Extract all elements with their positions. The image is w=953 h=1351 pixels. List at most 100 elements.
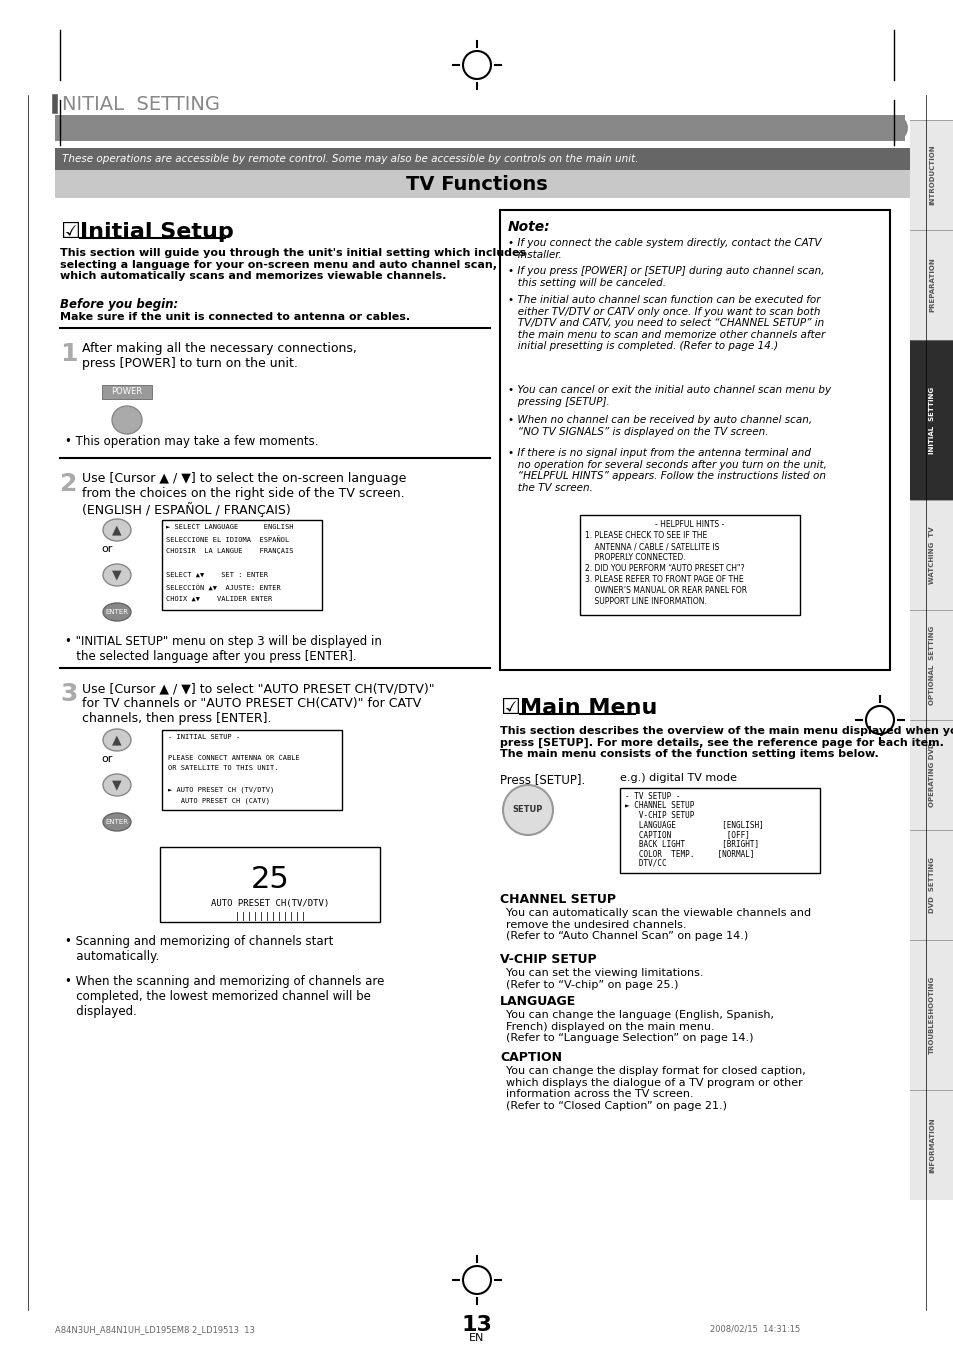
Text: INITIAL  SETTING: INITIAL SETTING [928, 386, 934, 454]
Text: 1: 1 [60, 342, 77, 366]
Text: |: | [241, 912, 244, 921]
Text: DTV/CC: DTV/CC [624, 858, 666, 867]
Text: You can change the display format for closed caption,
which displays the dialogu: You can change the display format for cl… [505, 1066, 805, 1111]
Text: 3. PLEASE REFER TO FRONT PAGE OF THE: 3. PLEASE REFER TO FRONT PAGE OF THE [584, 576, 742, 584]
Bar [909, 830, 953, 940]
Text: ► SELECT LANGUAGE      ENGLISH: ► SELECT LANGUAGE ENGLISH [166, 524, 294, 530]
Text: CAPTION            [OFF]: CAPTION [OFF] [624, 830, 749, 839]
Text: You can set the viewing limitations.
(Refer to “V-chip” on page 25.): You can set the viewing limitations. (Re… [505, 969, 702, 989]
Text: TV Functions: TV Functions [406, 174, 547, 193]
Text: INFORMATION: INFORMATION [928, 1117, 934, 1173]
Bar [909, 230, 953, 340]
Text: ☑: ☑ [60, 222, 80, 242]
Text: You can change the language (English, Spanish,
French) displayed on the main men: You can change the language (English, Sp… [505, 1011, 773, 1043]
Text: - TV SETUP -: - TV SETUP - [624, 792, 679, 801]
Text: ☑: ☑ [499, 698, 519, 717]
Text: Main Menu: Main Menu [519, 698, 657, 717]
Bar [55, 149, 909, 170]
Text: |: | [247, 912, 251, 921]
Text: You can automatically scan the viewable channels and
remove the undesired channe: You can automatically scan the viewable … [505, 908, 810, 942]
Text: 2. DID YOU PERFORM “AUTO PRESET CH”?: 2. DID YOU PERFORM “AUTO PRESET CH”? [584, 563, 744, 573]
Bar [499, 209, 889, 670]
Text: or: or [101, 754, 112, 765]
Text: EN: EN [469, 1333, 484, 1343]
Text: |: | [253, 912, 256, 921]
Text: POWER: POWER [112, 388, 142, 396]
Text: BACK LIGHT        [BRIGHT]: BACK LIGHT [BRIGHT] [624, 839, 759, 848]
Text: OWNER’S MANUAL OR REAR PANEL FOR: OWNER’S MANUAL OR REAR PANEL FOR [584, 586, 746, 594]
Text: |: | [290, 912, 293, 921]
Text: NITIAL  SETTING: NITIAL SETTING [62, 95, 220, 113]
Text: • When no channel can be received by auto channel scan,
   “NO TV SIGNALS” is di: • When no channel can be received by aut… [507, 415, 811, 436]
Circle shape [882, 115, 907, 141]
Ellipse shape [112, 407, 142, 434]
Text: Use [Cursor ▲ / ▼] to select "AUTO PRESET CH(TV/DTV)"
for TV channels or "AUTO P: Use [Cursor ▲ / ▼] to select "AUTO PRESE… [82, 682, 435, 725]
Text: ENTER: ENTER [106, 609, 129, 615]
Text: SELECCIONE EL IDIOMA  ESPAÑOL: SELECCIONE EL IDIOMA ESPAÑOL [166, 536, 289, 543]
Bar [909, 1090, 953, 1200]
Ellipse shape [103, 603, 131, 621]
Text: • The initial auto channel scan function can be executed for
   either TV/DTV or: • The initial auto channel scan function… [507, 295, 824, 351]
Text: ▲: ▲ [112, 734, 122, 747]
Text: PREPARATION: PREPARATION [928, 258, 934, 312]
Text: • When the scanning and memorizing of channels are
   completed, the lowest memo: • When the scanning and memorizing of ch… [65, 975, 384, 1019]
Bar [909, 500, 953, 611]
Ellipse shape [103, 813, 131, 831]
Text: • This operation may take a few moments.: • This operation may take a few moments. [65, 435, 318, 449]
Bar [909, 940, 953, 1090]
Text: TROUBLESHOOTING: TROUBLESHOOTING [928, 975, 934, 1054]
Text: 13: 13 [461, 1315, 492, 1335]
Text: OR SATELLITE TO THIS UNIT.: OR SATELLITE TO THIS UNIT. [168, 766, 278, 771]
Bar [909, 611, 953, 720]
Text: ▼: ▼ [112, 569, 122, 581]
Text: A84N3UH_A84N1UH_LD195EM8 2_LD19513  13: A84N3UH_A84N1UH_LD195EM8 2_LD19513 13 [55, 1325, 254, 1333]
Text: V-CHIP SETUP: V-CHIP SETUP [499, 952, 596, 966]
Text: These operations are accessible by remote control. Some may also be accessible b: These operations are accessible by remot… [62, 154, 638, 163]
Text: - INITIAL SETUP -: - INITIAL SETUP - [168, 734, 240, 740]
Text: PLEASE CONNECT ANTENNA OR CABLE: PLEASE CONNECT ANTENNA OR CABLE [168, 755, 299, 761]
Text: Initial Setup: Initial Setup [80, 222, 233, 242]
Text: 1. PLEASE CHECK TO SEE IF THE: 1. PLEASE CHECK TO SEE IF THE [584, 531, 706, 540]
Text: |: | [235, 912, 238, 921]
Text: Before you begin:: Before you begin: [60, 299, 178, 311]
Text: ▼: ▼ [112, 778, 122, 792]
Text: CHANNEL SETUP: CHANNEL SETUP [499, 893, 616, 907]
Text: INTRODUCTION: INTRODUCTION [928, 145, 934, 205]
Text: AUTO PRESET CH (CATV): AUTO PRESET CH (CATV) [168, 797, 270, 804]
Text: DVD  SETTING: DVD SETTING [928, 857, 934, 913]
Text: V-CHIP SETUP: V-CHIP SETUP [624, 811, 694, 820]
Bar [55, 115, 904, 141]
Text: Use [Cursor ▲ / ▼] to select the on-screen language
from the choices on the righ: Use [Cursor ▲ / ▼] to select the on-scre… [82, 471, 406, 517]
Text: CHOISIR  LA LANGUE    FRANÇAIS: CHOISIR LA LANGUE FRANÇAIS [166, 549, 294, 554]
Text: OPTIONAL  SETTING: OPTIONAL SETTING [928, 626, 934, 705]
Text: This section describes the overview of the main menu displayed when you
press [S: This section describes the overview of t… [499, 725, 953, 759]
Text: Press [SETUP].: Press [SETUP]. [499, 773, 584, 786]
Text: ANTENNA / CABLE / SATELLITE IS: ANTENNA / CABLE / SATELLITE IS [584, 542, 719, 551]
Text: |: | [301, 912, 304, 921]
Bar [162, 520, 322, 611]
Text: or: or [101, 544, 112, 554]
Bar [909, 720, 953, 830]
Text: ► CHANNEL SETUP: ► CHANNEL SETUP [624, 801, 694, 811]
Bar [162, 730, 341, 811]
Text: Note:: Note: [507, 220, 550, 234]
Bar [909, 340, 953, 500]
Text: |: | [277, 912, 280, 921]
Text: SELECCIÓN ▲▼  AJUSTE: ENTER: SELECCIÓN ▲▼ AJUSTE: ENTER [166, 584, 280, 590]
Text: ► AUTO PRESET CH (TV/DTV): ► AUTO PRESET CH (TV/DTV) [168, 786, 274, 793]
Text: |: | [259, 912, 262, 921]
Text: - HELPFUL HINTS -: - HELPFUL HINTS - [655, 520, 724, 530]
Text: 25: 25 [251, 865, 289, 894]
Text: • If there is no signal input from the antenna terminal and
   no operation for : • If there is no signal input from the a… [507, 449, 826, 493]
Text: |: | [295, 912, 298, 921]
Text: COLOR  TEMP.     [NORMAL]: COLOR TEMP. [NORMAL] [624, 848, 754, 858]
Bar [579, 515, 800, 615]
Text: 3: 3 [60, 682, 77, 707]
Text: SETUP: SETUP [513, 805, 542, 815]
Text: SELECT ▲▼    SET : ENTER: SELECT ▲▼ SET : ENTER [166, 571, 268, 578]
Text: |: | [265, 912, 268, 921]
Text: This section will guide you through the unit's initial setting which includes
se: This section will guide you through the … [60, 249, 525, 281]
Text: • If you press [POWER] or [SETUP] during auto channel scan,
   this setting will: • If you press [POWER] or [SETUP] during… [507, 266, 823, 288]
Text: e.g.) digital TV mode: e.g.) digital TV mode [619, 773, 737, 784]
Text: LANGUAGE          [ENGLISH]: LANGUAGE [ENGLISH] [624, 820, 763, 830]
